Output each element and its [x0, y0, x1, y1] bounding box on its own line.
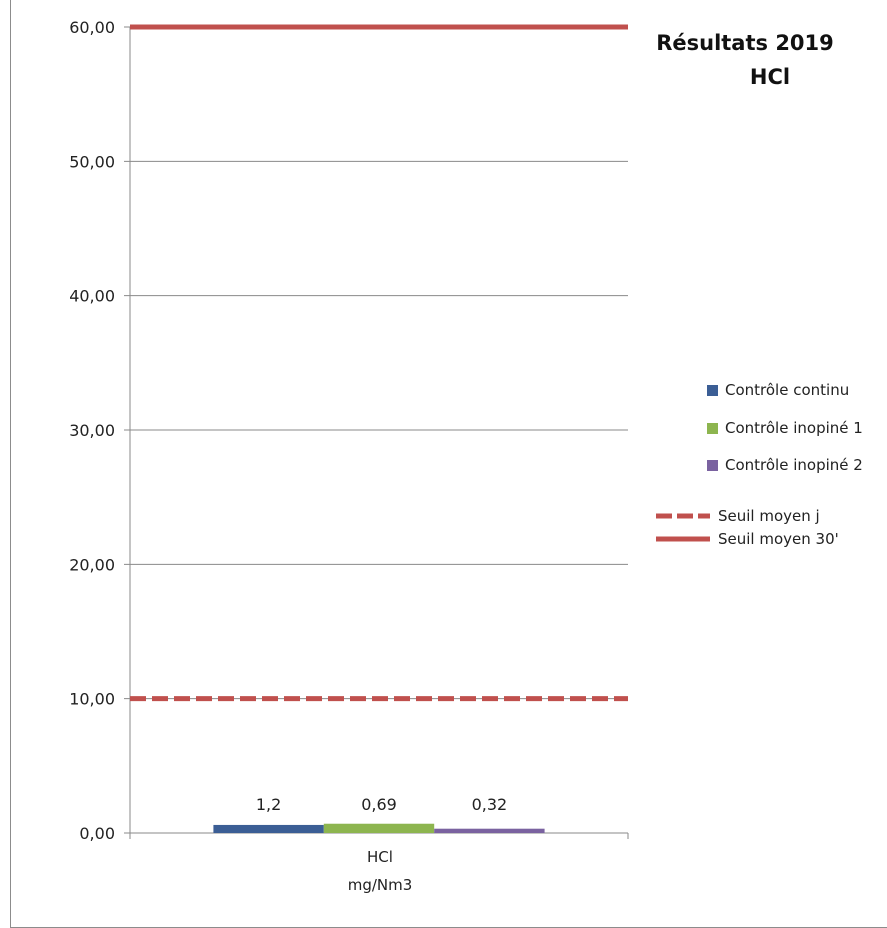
data-labels: 1,2 0,69 0,32 — [256, 795, 507, 814]
y-tick-label: 60,00 — [69, 18, 115, 37]
legend-label: Contrôle inopiné 2 — [725, 456, 863, 474]
legend-label: Contrôle continu — [725, 381, 849, 399]
y-tick-label: 0,00 — [79, 824, 115, 843]
legend-swatch — [707, 423, 718, 434]
y-tick-label: 30,00 — [69, 421, 115, 440]
legend-label: Contrôle inopiné 1 — [725, 419, 863, 437]
y-tick-label: 10,00 — [69, 690, 115, 709]
gridlines — [124, 26, 629, 839]
chart-subtitle: HCl — [750, 65, 790, 89]
x-category-unit: mg/Nm3 — [348, 876, 413, 894]
bar-1 — [213, 824, 324, 833]
bar-2 — [323, 823, 435, 833]
y-tick-label: 40,00 — [69, 287, 115, 306]
data-label: 0,32 — [472, 795, 508, 814]
legend-label: Seuil moyen 30' — [718, 530, 839, 548]
y-tick-label: 50,00 — [69, 152, 115, 171]
legend: Contrôle continu Contrôle inopiné 1 Contrô… — [656, 381, 863, 548]
threshold-lines — [130, 24, 628, 702]
y-axis-ticks: 0,00 10,00 20,00 30,00 40,00 50,00 60,00 — [69, 18, 115, 843]
legend-swatch — [707, 460, 718, 471]
x-category-label: HCl — [367, 848, 393, 866]
bar-3 — [434, 828, 545, 833]
legend-label: Seuil moyen j — [718, 507, 820, 525]
y-tick-label: 20,00 — [69, 555, 115, 574]
data-label: 1,2 — [256, 795, 281, 814]
data-label: 0,69 — [361, 795, 397, 814]
legend-swatch — [707, 385, 718, 396]
chart-title: Résultats 2019 — [656, 31, 834, 55]
bars — [213, 823, 545, 833]
